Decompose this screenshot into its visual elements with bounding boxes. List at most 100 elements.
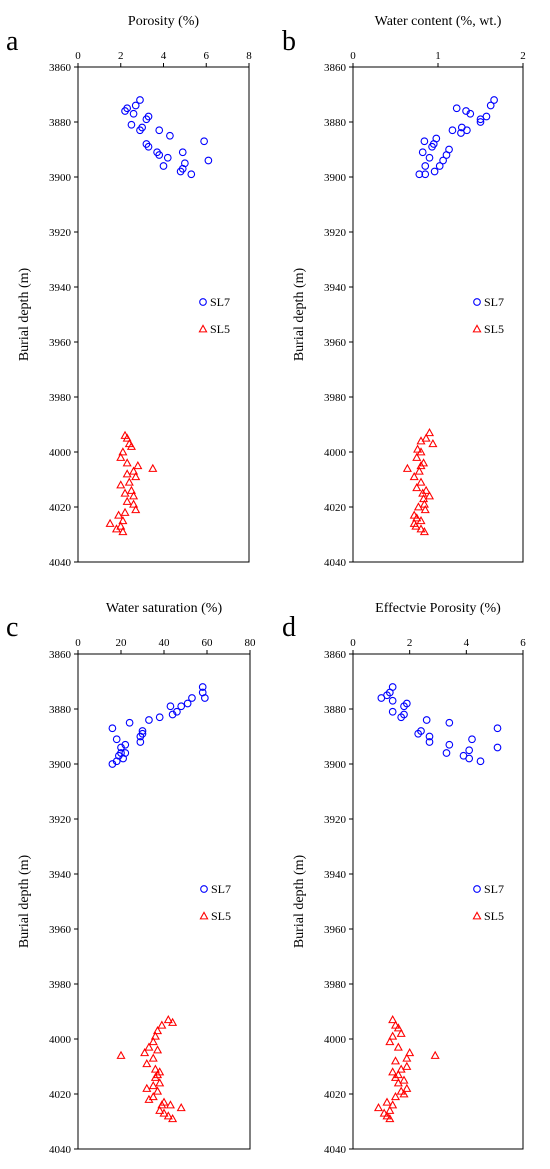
y-tick-label: 4040: [324, 557, 347, 569]
data-point: [424, 491, 435, 500]
legend: SL7 SL5: [472, 882, 504, 923]
data-point: [416, 447, 426, 456]
y-tick-label: 3900: [324, 759, 347, 771]
y-tick-label: 4000: [324, 1034, 347, 1046]
data-point: [122, 469, 132, 478]
data-point: [390, 1092, 401, 1101]
data-point: [415, 170, 424, 179]
legend-marker: [199, 911, 209, 920]
data-point: [155, 1078, 165, 1087]
data-point: [385, 1037, 395, 1046]
data-point: [122, 496, 132, 505]
y-tick-label: 3980: [49, 392, 72, 404]
data-point: [187, 170, 196, 179]
data-point: [412, 483, 422, 492]
data-point: [466, 109, 475, 118]
plot-frame: [352, 653, 524, 1150]
y-tick-label: 3960: [324, 337, 347, 349]
x-tick-label: 6: [520, 637, 526, 649]
data-point: [385, 1105, 395, 1114]
data-point: [116, 480, 126, 489]
data-point: [448, 126, 457, 135]
data-point: [131, 101, 140, 110]
data-point: [413, 502, 423, 511]
data-point: [148, 1092, 158, 1101]
data-point: [183, 699, 192, 708]
data-point: [442, 151, 451, 159]
legend-marker: [200, 885, 208, 893]
plot-frame: [77, 66, 250, 563]
series-SL5: [373, 1015, 440, 1123]
data-point: [136, 738, 145, 746]
data-point: [150, 1031, 160, 1040]
data-point: [153, 1026, 163, 1035]
data-point: [425, 732, 434, 741]
data-point: [435, 162, 444, 170]
data-point: [117, 743, 125, 752]
data-point: [163, 153, 172, 162]
y-tick-label: 3900: [49, 759, 72, 771]
x-tick-label: 6: [204, 50, 210, 62]
data-point: [424, 428, 435, 437]
y-axis-title: Burial depth (m): [292, 855, 307, 949]
data-point: [377, 694, 386, 702]
y-axis-title: Burial depth (m): [292, 268, 307, 362]
data-point: [120, 488, 130, 497]
data-point: [108, 760, 117, 768]
legend-label: SL7: [211, 882, 231, 896]
data-point: [142, 1083, 152, 1092]
y-tick-label: 3860: [324, 649, 347, 661]
data-point: [105, 518, 115, 527]
data-point: [157, 1100, 167, 1109]
data-point: [148, 463, 158, 472]
y-tick-label: 3860: [49, 62, 72, 74]
data-point: [422, 716, 431, 724]
y-tick-label: 4000: [49, 1034, 72, 1046]
data-point: [116, 452, 126, 461]
y-tick-label: 3920: [324, 227, 347, 239]
data-point: [411, 521, 421, 530]
x-tick-label: 2: [407, 637, 413, 649]
data-point: [118, 516, 128, 525]
x-tick-label: 0: [350, 50, 356, 62]
data-point: [390, 1056, 401, 1065]
y-axis-title: Burial depth (m): [17, 268, 32, 362]
data-point: [388, 1015, 398, 1024]
data-point: [127, 120, 136, 129]
data-point: [155, 126, 164, 135]
data-point: [373, 1103, 384, 1112]
data-point: [416, 436, 426, 445]
data-point: [157, 1020, 167, 1029]
data-point: [155, 151, 164, 159]
y-tick-label: 3860: [49, 649, 72, 661]
y-tick-label: 3960: [324, 924, 347, 936]
data-point: [388, 1067, 398, 1076]
data-point: [129, 499, 139, 508]
data-point: [188, 694, 196, 702]
data-point: [124, 477, 134, 486]
data-point: [416, 461, 426, 470]
y-tick-label: 3940: [324, 282, 347, 294]
data-point: [201, 694, 209, 702]
data-point: [396, 1028, 406, 1037]
data-point: [204, 156, 213, 165]
y-tick-label: 4020: [324, 1089, 347, 1101]
legend-marker: [199, 298, 207, 306]
x-tick-label: 0: [75, 50, 81, 62]
data-point: [142, 1059, 152, 1068]
legend-marker: [472, 911, 482, 920]
data-point: [163, 1111, 173, 1120]
x-axis-title: Effectvie Porosity (%): [375, 601, 501, 616]
data-point: [168, 1114, 178, 1123]
data-point: [108, 724, 117, 733]
y-tick-label: 3860: [324, 62, 347, 74]
data-point: [385, 1114, 395, 1123]
data-point: [166, 131, 174, 140]
y-tick-label: 4040: [324, 1144, 347, 1156]
y-tick-label: 3960: [49, 337, 72, 349]
data-point: [400, 702, 408, 711]
data-point: [430, 167, 439, 176]
data-point: [129, 491, 139, 500]
x-tick-label: 80: [245, 637, 257, 649]
y-tick-label: 3920: [324, 814, 347, 826]
